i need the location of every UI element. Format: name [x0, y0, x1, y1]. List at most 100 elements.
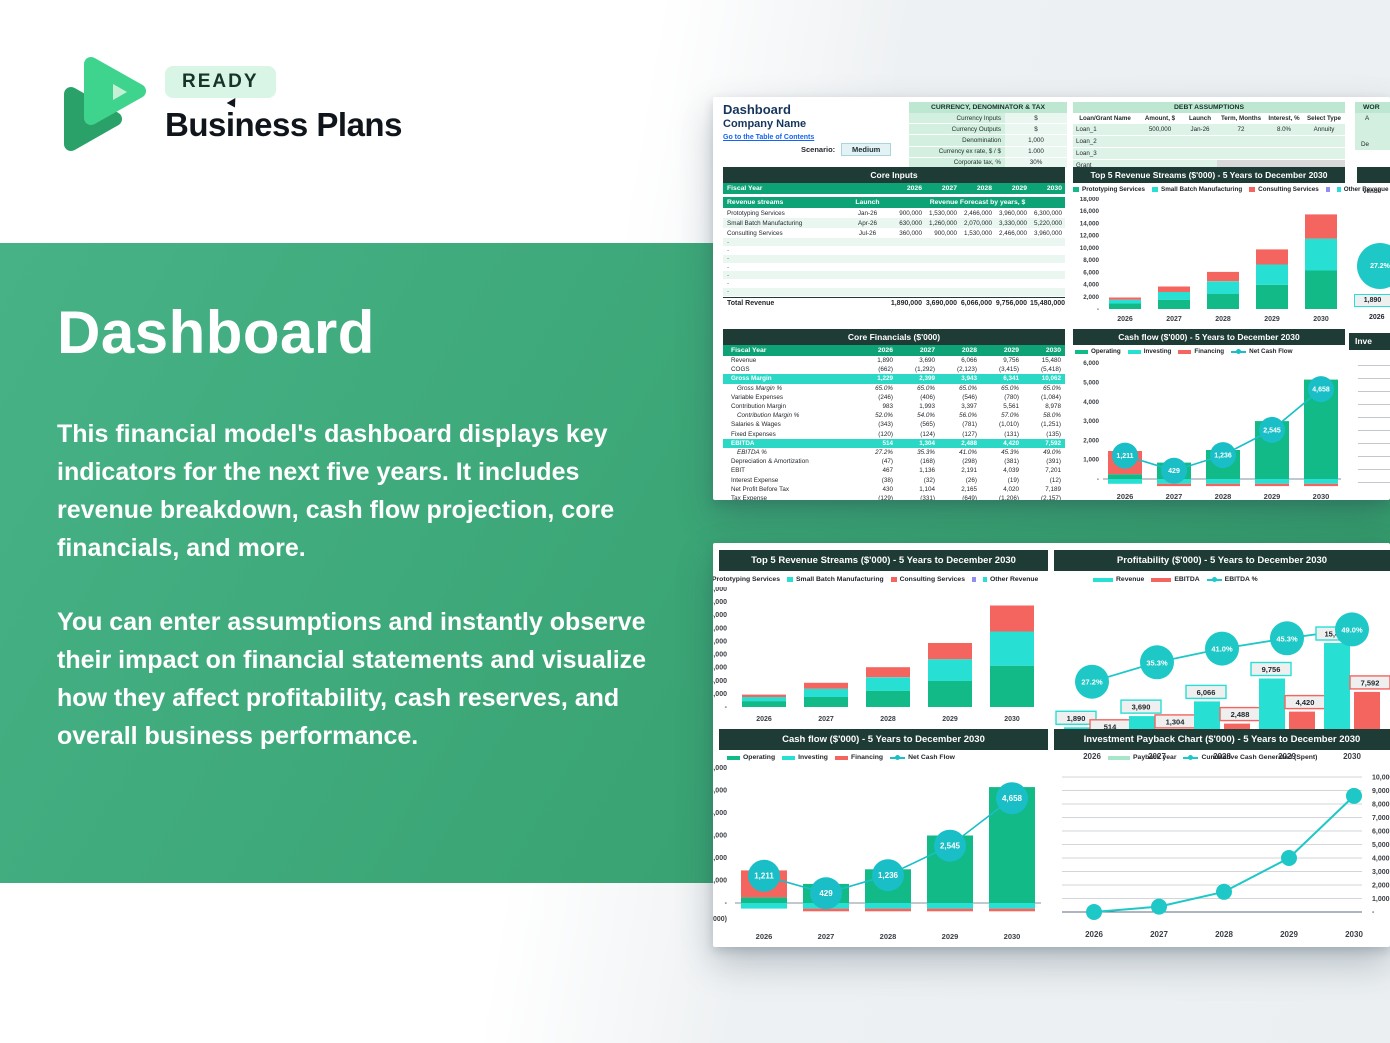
debt-cell[interactable] [1265, 148, 1303, 160]
legend-item [971, 577, 976, 582]
currency-row-value[interactable]: 30% [1005, 157, 1067, 168]
financials-value: (12) [1049, 476, 1061, 484]
debt-cell[interactable]: 8.0% [1265, 124, 1303, 136]
stream-value[interactable]: 3,330,000 [998, 219, 1027, 227]
net-cashflow-marker [996, 782, 1028, 815]
financials-value: (649) [962, 494, 977, 500]
stream-launch[interactable]: Jan-26 [857, 209, 878, 217]
debt-cell[interactable]: 72 [1217, 124, 1265, 136]
legend-item: Net Cash Flow [1231, 348, 1293, 355]
financials-row-label: EBIT [731, 467, 745, 475]
stream-value[interactable]: 360,000 [899, 229, 922, 237]
debt-cell[interactable]: Jan-26 [1183, 124, 1217, 136]
scenario-select[interactable]: Medium [841, 143, 892, 156]
svg-text:27.2%: 27.2% [1081, 678, 1103, 687]
stream-value[interactable]: 630,000 [899, 219, 922, 227]
bar-segment [928, 659, 972, 681]
stream-value[interactable]: 3,960,000 [1033, 229, 1062, 237]
debt-cell[interactable] [1217, 148, 1265, 160]
stream-launch[interactable]: Jul-26 [858, 229, 877, 237]
bar-segment [928, 681, 972, 707]
debt-cell[interactable]: Annuity [1303, 124, 1345, 136]
debt-cell[interactable]: 500,000 [1137, 124, 1183, 136]
profitability-chart: 1,890 514 2026 3,690 1,304 2027 6,066 2,488 2028… [1054, 587, 1390, 767]
cumulative-cash-marker [1086, 904, 1102, 920]
debt-cell[interactable] [1265, 136, 1303, 148]
stream-value[interactable]: 1,260,000 [928, 219, 957, 227]
debt-cell[interactable] [1183, 136, 1217, 148]
currency-row-value[interactable]: $ [1005, 113, 1067, 124]
svg-text:2030: 2030 [1313, 492, 1330, 500]
stream-value[interactable]: 2,466,000 [998, 229, 1027, 237]
financials-value: 54.0% [917, 412, 935, 420]
year-header: 2030 [1045, 347, 1061, 354]
financials-value: 1,890 [877, 357, 893, 365]
svg-text:6,000: 6,000 [713, 665, 727, 672]
financials-value: (19) [1007, 476, 1019, 484]
investing-bar [1108, 479, 1142, 484]
stream-value[interactable]: 900,000 [899, 209, 922, 217]
currency-row-value[interactable]: 1,000 [1005, 135, 1067, 146]
legend-label: Financing [1194, 348, 1225, 355]
stream-value[interactable]: 5,220,000 [1033, 219, 1062, 227]
investing-bar [989, 903, 1035, 909]
debt-cell[interactable] [1183, 148, 1217, 160]
financials-row-label: Revenue [731, 357, 757, 365]
legend-label: Investing [1143, 348, 1172, 355]
cumulative-cash-marker [1281, 850, 1297, 866]
currency-row-label: Currency Outputs [909, 124, 1005, 135]
square-marker-icon [1073, 187, 1079, 192]
stream-value[interactable]: 900,000 [934, 229, 957, 237]
debt-cell[interactable] [1303, 136, 1345, 148]
payback-plot: 10,000 9,000 8,000 7,000 6,000 5,000 4,000 3,00… [1062, 775, 1390, 939]
legend-label: Net Cash Flow [1249, 348, 1293, 355]
debt-cell[interactable] [1303, 148, 1345, 160]
financials-value: 6,066 [961, 357, 977, 365]
profitability-chart-legend: Revenue EBITDA EBITDA % [1093, 576, 1265, 583]
legend-label: Consulting Services [1258, 186, 1319, 193]
debt-cell[interactable] [1137, 136, 1183, 148]
legend-item: Consulting Services [890, 576, 965, 583]
financials-value: 57.0% [1001, 412, 1019, 420]
stream-name: Prototyping Services [727, 209, 785, 217]
stream-value[interactable]: 6,300,000 [1033, 209, 1062, 217]
financials-value: 65.0% [917, 384, 935, 392]
financials-value: (1,084) [1041, 393, 1061, 401]
financials-row: Fixed Expenses (120) (124) (127) (131) (135) [723, 430, 1065, 439]
stream-launch[interactable]: Apr-26 [858, 219, 877, 227]
revenue-chart-header: Top 5 Revenue Streams ($'000) - 5 Years … [719, 550, 1048, 571]
svg-text:7,000: 7,000 [1372, 815, 1390, 822]
stream-value[interactable]: 2,466,000 [963, 209, 992, 217]
financials-row: Tax Expense (129) (331) (649) (1,206) (2,157) [723, 494, 1065, 500]
financials-row-label: Salaries & Wages [731, 421, 781, 429]
debt-cell[interactable] [1137, 148, 1183, 160]
bar-segment [804, 688, 848, 697]
svg-text:2027: 2027 [1148, 752, 1166, 761]
svg-text:18,000: 18,000 [1080, 197, 1100, 203]
revenue-value-box [1055, 710, 1097, 725]
currency-row-value[interactable]: 1.000 [1005, 146, 1067, 157]
financials-row-label: Net Profit Before Tax [731, 485, 789, 493]
toc-link[interactable]: Go to the Table of Contents [723, 134, 815, 141]
financing-bar [1255, 483, 1289, 487]
svg-text:3,690: 3,690 [1132, 703, 1151, 712]
bar-marker-icon [727, 755, 740, 760]
legend-item: EBITDA [1151, 576, 1200, 583]
debt-cell[interactable] [1217, 136, 1265, 148]
stream-value[interactable]: 1,530,000 [928, 209, 957, 217]
financials-value: 6,341 [1003, 375, 1019, 383]
financials-row-label: Tax Expense [731, 494, 768, 500]
currency-row-value[interactable]: $ [1005, 124, 1067, 135]
bar-segment [1109, 303, 1141, 309]
financials-value: 9,756 [1003, 357, 1019, 365]
bar-marker-icon [834, 755, 848, 760]
svg-text:2029: 2029 [1278, 752, 1296, 761]
stream-value[interactable]: 1,530,000 [963, 229, 992, 237]
forecast-label: Revenue Forecast by years, $ [929, 199, 1026, 206]
core-inputs-header: Core Inputs [723, 167, 1065, 183]
stream-value[interactable]: 2,070,000 [963, 219, 992, 227]
financials-value: 467 [882, 467, 893, 475]
svg-text:49.0%: 49.0% [1341, 625, 1363, 634]
stream-value[interactable]: 3,960,000 [998, 209, 1027, 217]
financials-value: (662) [878, 366, 893, 374]
